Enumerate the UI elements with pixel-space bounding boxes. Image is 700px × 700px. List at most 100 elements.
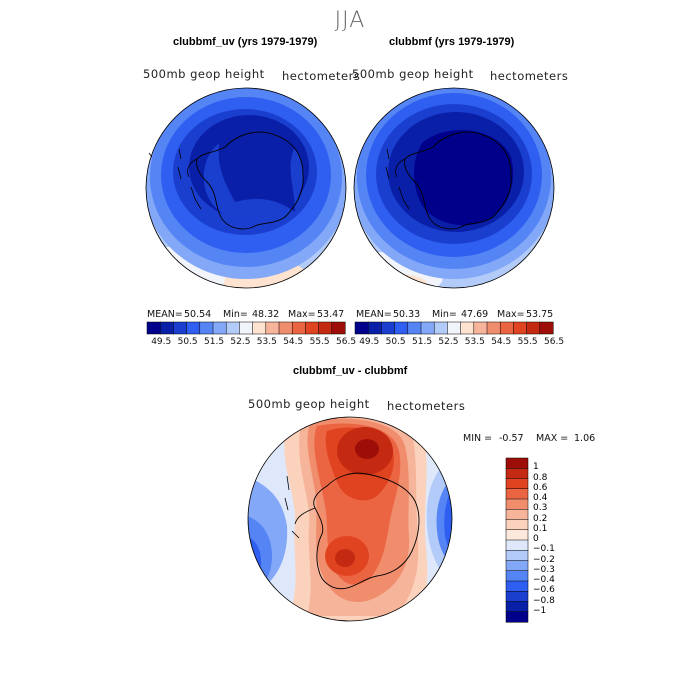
colorbar-swatch: [318, 321, 333, 335]
panel2-field-label: 500mb geop height: [352, 67, 474, 81]
diff-max-value: 1.06: [574, 433, 596, 444]
diff-colorbar-swatch: [505, 457, 529, 469]
panel2-map: [353, 87, 555, 289]
colorbar-swatch: [499, 321, 514, 335]
colorbar-swatch: [513, 321, 528, 335]
panel1-units: hectometers: [282, 69, 361, 83]
diff-colorbar-label: 0.2: [533, 513, 548, 524]
colorbar-swatch: [159, 321, 174, 335]
panel1-field-label: 500mb geop height: [143, 67, 265, 81]
diff-max-label: MAX =: [536, 433, 569, 444]
diff-colorbar-swatch: [505, 560, 529, 572]
diff-colorbar-label: 0.8: [533, 472, 548, 483]
panel1-map: [145, 87, 347, 289]
diff-map: [247, 416, 453, 622]
diff-colorbar-label: 0.3: [533, 503, 548, 514]
diff-colorbar-swatch: [505, 580, 529, 592]
colorbar-tick-label: 50.5: [385, 337, 406, 347]
diff-colorbar-swatch: [505, 529, 529, 541]
diff-colorbar-label: −0.3: [533, 564, 555, 575]
colorbar-tick-label: 53.5: [464, 337, 485, 347]
colorbar-swatch: [473, 321, 488, 335]
diff-min-label: MIN =: [463, 433, 493, 444]
diff-colorbar-swatch: [505, 488, 529, 500]
colorbar-swatch: [331, 321, 346, 335]
colorbar-tick-label: 50.5: [177, 337, 198, 347]
colorbar-swatch: [394, 321, 409, 335]
panel1-min-value: 48.32: [252, 309, 280, 320]
diff-colorbar-label: −0.6: [533, 585, 555, 596]
diff-colorbar-label: 0: [533, 534, 539, 544]
colorbar-tick-label: 51.5: [204, 337, 225, 347]
colorbar-swatch: [265, 321, 280, 335]
panel2-max-label: Max=: [497, 309, 525, 320]
diff-colorbar-swatch: [505, 539, 529, 551]
diff-colorbar: [505, 457, 529, 623]
panel1-mean-value: 50.54: [184, 309, 212, 320]
colorbar-tick-label: 49.5: [359, 337, 380, 347]
diff-colorbar-swatch: [505, 498, 529, 510]
colorbar-swatch: [186, 321, 201, 335]
colorbar-swatch: [447, 321, 462, 335]
diff-colorbar-label: −0.1: [533, 544, 555, 555]
diff-colorbar-label: 1: [533, 462, 539, 473]
colorbar-tick-label: 56.5: [544, 337, 565, 347]
colorbar-swatch: [486, 321, 501, 335]
diff-colorbar-label: −0.2: [533, 554, 555, 565]
panel2-units: hectometers: [490, 69, 569, 83]
diff-units: hectometers: [387, 399, 466, 413]
colorbar-swatch: [278, 321, 293, 335]
panel2-mean-value: 50.33: [393, 309, 421, 320]
colorbar-swatch: [225, 321, 240, 335]
colorbar-swatch: [407, 321, 422, 335]
colorbar-tick-label: 52.5: [230, 337, 251, 347]
colorbar-swatch: [173, 321, 188, 335]
diff-colorbar-swatch: [505, 509, 529, 521]
diff-title: clubbmf_uv - clubbmf: [293, 365, 408, 377]
colorbar-tick-label: 55.5: [309, 337, 330, 347]
panel2-min-value: 47.69: [461, 309, 489, 320]
colorbar-swatch: [381, 321, 396, 335]
colorbar-swatch: [367, 321, 382, 335]
page-title: JJA: [334, 8, 366, 33]
panel1-max-label: Max=: [288, 309, 316, 320]
diff-colorbar-label: 0.4: [533, 493, 548, 503]
panel1-min-label: Min=: [223, 309, 248, 320]
diff-colorbar-swatch: [505, 468, 529, 480]
colorbar-swatch: [433, 321, 448, 335]
panel2-min-label: Min=: [432, 309, 457, 320]
colorbar-tick-label: 53.5: [256, 337, 277, 347]
diff-colorbar-label: −0.4: [533, 575, 555, 585]
diff-min-value: -0.57: [499, 433, 524, 444]
panel2-title: clubbmf (yrs 1979-1979): [389, 36, 515, 48]
diff-colorbar-swatch: [505, 550, 529, 562]
colorbar-tick-label: 56.5: [336, 337, 357, 347]
diff-colorbar-swatch: [505, 601, 529, 613]
panel1-title: clubbmf_uv (yrs 1979-1979): [173, 36, 318, 48]
diff-colorbar-label: 0.6: [533, 482, 548, 493]
panel2-colorbar: [354, 321, 554, 335]
colorbar-swatch: [420, 321, 435, 335]
colorbar-swatch: [460, 321, 475, 335]
colorbar-tick-label: 49.5: [151, 337, 172, 347]
colorbar-swatch: [146, 321, 161, 335]
colorbar-swatch: [252, 321, 267, 335]
colorbar-tick-label: 52.5: [438, 337, 459, 347]
colorbar-swatch: [526, 321, 541, 335]
diff-colorbar-labels: 1 0.8 0.6 0.4 0.3 0.2 0.1 0 −0.1 −0.2 −0.3 −0.4 −0.6…: [533, 458, 573, 622]
colorbar-swatch: [354, 321, 369, 335]
colorbar-tick-label: 55.5: [517, 337, 538, 347]
panel1-colorbar: [146, 321, 346, 335]
colorbar-swatch: [239, 321, 254, 335]
colorbar-tick-label: 54.5: [491, 337, 512, 347]
diff-field-label: 500mb geop height: [248, 397, 370, 411]
colorbar-swatch: [199, 321, 214, 335]
panel2-mean-label: MEAN=: [356, 309, 392, 320]
diff-colorbar-swatch: [505, 591, 529, 603]
diff-colorbar-swatch: [505, 478, 529, 490]
panel1-max-value: 53.47: [317, 309, 345, 320]
colorbar-swatch: [305, 321, 320, 335]
diff-colorbar-label: −1: [533, 605, 547, 616]
colorbar-tick-label: 51.5: [412, 337, 433, 347]
colorbar-tick-label: 54.5: [283, 337, 304, 347]
